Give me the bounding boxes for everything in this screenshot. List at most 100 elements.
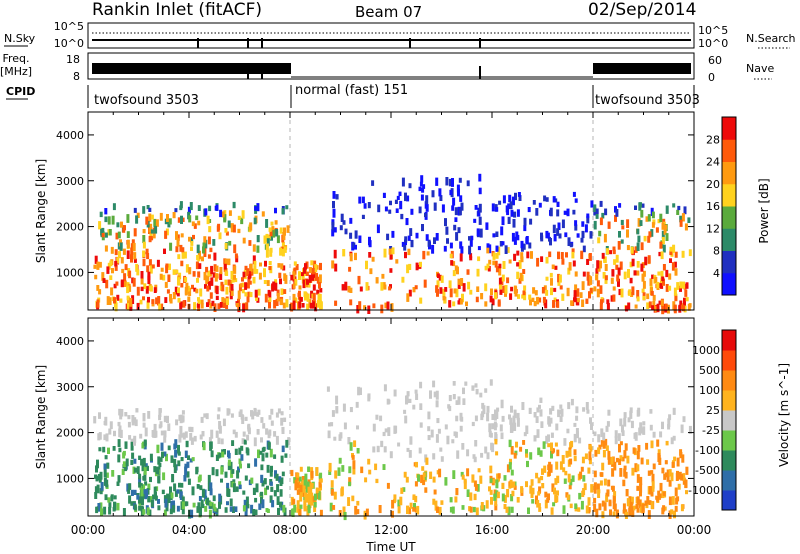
heatmap-cell — [277, 263, 281, 268]
heatmap-cell — [480, 293, 484, 300]
heatmap-cell — [547, 464, 551, 470]
heatmap-cell — [307, 466, 311, 472]
heatmap-cell — [298, 285, 302, 290]
heatmap-cell — [211, 300, 215, 307]
heatmap-cell — [594, 449, 598, 457]
heatmap-cell — [108, 502, 112, 508]
heatmap-cell — [108, 428, 112, 435]
heatmap-cell — [454, 207, 458, 216]
heatmap-cell — [136, 212, 140, 218]
heatmap-cell — [389, 254, 393, 260]
heatmap-cell — [394, 199, 398, 204]
heatmap-cell — [94, 486, 98, 493]
heatmap-cell — [127, 297, 130, 305]
heatmap-cell — [452, 381, 456, 386]
heatmap-cell — [279, 479, 283, 486]
heatmap-cell — [152, 230, 156, 239]
heatmap-cell — [226, 408, 230, 416]
heatmap-cell — [541, 483, 545, 489]
heatmap-cell — [245, 496, 249, 503]
heatmap-cell — [560, 252, 564, 259]
heatmap-cell — [122, 508, 126, 516]
heatmap-cell — [405, 395, 408, 405]
heatmap-cell — [187, 296, 191, 302]
heatmap-cell — [203, 271, 207, 281]
heatmap-cell — [138, 496, 141, 504]
heatmap-cell — [176, 234, 180, 241]
heatmap-cell — [266, 464, 270, 473]
heatmap-cell — [148, 213, 152, 222]
heatmap-cell — [639, 483, 643, 493]
heatmap-cell — [518, 260, 522, 269]
heatmap-cell — [459, 412, 463, 421]
heatmap-cell — [473, 218, 477, 223]
heatmap-cell — [333, 249, 337, 259]
freq-tick-high: 18 — [66, 53, 80, 66]
heatmap-cell — [399, 496, 403, 506]
heatmap-cell — [564, 232, 568, 238]
heatmap-cell — [514, 192, 517, 201]
heatmap-cell — [207, 236, 211, 245]
heatmap-cell — [509, 424, 513, 433]
heatmap-cell — [106, 266, 110, 274]
heatmap-cell — [661, 276, 665, 282]
heatmap-cell — [334, 470, 338, 479]
heatmap-cell — [501, 241, 505, 246]
heatmap-cell — [485, 500, 489, 509]
heatmap-cell — [606, 299, 610, 305]
heatmap-cell — [683, 297, 686, 306]
heatmap-cell — [674, 268, 678, 276]
heatmap-cell — [495, 266, 499, 273]
heatmap-cell — [584, 453, 588, 460]
heatmap-cell — [97, 503, 101, 512]
heatmap-cell — [107, 497, 111, 503]
heatmap-cell — [176, 505, 180, 512]
heatmap-cell — [126, 214, 130, 223]
heatmap-cell — [565, 450, 569, 458]
heatmap-cell — [612, 246, 616, 252]
heatmap-cell — [602, 272, 606, 279]
heatmap-cell — [147, 271, 151, 280]
heatmap-cell — [190, 237, 194, 243]
heatmap-cell — [425, 234, 429, 241]
heatmap-cell — [123, 225, 126, 231]
heatmap-cell — [126, 231, 130, 238]
heatmap-cell — [223, 299, 226, 308]
heatmap-cell — [163, 436, 167, 443]
heatmap-cell — [246, 268, 250, 277]
heatmap-cell — [556, 475, 560, 484]
heatmap-cell — [219, 267, 223, 275]
heatmap-cell — [334, 263, 338, 272]
heatmap-cell — [593, 503, 597, 512]
heatmap-cell — [491, 443, 495, 453]
heatmap-cell — [582, 271, 586, 277]
heatmap-cell — [104, 216, 108, 223]
heatmap-cell — [341, 284, 345, 291]
heatmap-cell — [156, 259, 160, 267]
heatmap-cell — [177, 217, 181, 223]
heatmap-cell — [474, 415, 478, 422]
heatmap-cell — [431, 244, 435, 254]
heatmap-cell — [363, 510, 367, 520]
heatmap-cell — [571, 248, 575, 253]
heatmap-cell — [620, 219, 624, 225]
heatmap-cell — [179, 425, 183, 435]
heatmap-cell — [568, 449, 572, 457]
heatmap-cell — [449, 189, 453, 196]
heatmap-cell — [155, 297, 159, 305]
heatmap-cell — [468, 506, 472, 512]
heatmap-cell — [102, 446, 106, 453]
heatmap-cell — [639, 220, 643, 226]
heatmap-cell — [271, 500, 275, 508]
heatmap-cell — [547, 493, 550, 501]
heatmap-cell — [218, 493, 222, 503]
heatmap-cell — [158, 414, 162, 421]
heatmap-cell — [435, 400, 439, 408]
heatmap-cell — [160, 267, 164, 272]
heatmap-cell — [410, 239, 414, 248]
heatmap-cell — [358, 235, 362, 243]
heatmap-cell — [642, 280, 646, 289]
heatmap-cell — [186, 471, 190, 478]
heatmap-cell — [650, 501, 654, 510]
